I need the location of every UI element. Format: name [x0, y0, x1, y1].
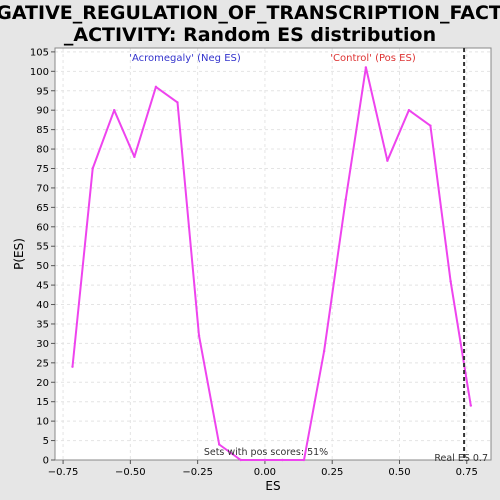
data-point — [91, 167, 94, 170]
y-axis-label: P(ES) — [12, 238, 26, 270]
data-point — [429, 124, 432, 127]
y-tick-label: 35 — [36, 319, 49, 330]
y-tick-label: 65 — [36, 203, 49, 214]
data-point — [469, 404, 473, 407]
x-tick-label: 0.75 — [456, 467, 478, 478]
y-tick-label: 15 — [36, 397, 49, 408]
y-tick-label: 60 — [36, 222, 49, 233]
y-tick-label: 5 — [43, 436, 49, 447]
chart-title-line-2: _ACTIVITY: Random ES distribution — [64, 24, 436, 46]
neg-es-label: 'Acromegaly' (Neg ES) — [129, 53, 241, 64]
pos-scores-footnote: Sets with pos scores: 51% — [204, 447, 328, 458]
data-point — [281, 458, 284, 462]
data-point — [322, 349, 326, 353]
real-es-label: Real ES 0.7 — [434, 453, 488, 464]
x-tick-label: 0.50 — [388, 467, 410, 478]
data-point — [154, 85, 158, 89]
y-tick-label: 80 — [36, 145, 49, 156]
data-point — [302, 458, 306, 462]
data-point — [71, 365, 74, 368]
y-tick-label: 25 — [36, 358, 49, 369]
y-tick-label: 105 — [30, 47, 49, 58]
axes: 0 5 10 15 20 25 30 35 40 45 50 55 60 65 70 75 80 85 90 95 10… — [30, 47, 492, 478]
y-tick-label: 30 — [36, 339, 49, 350]
y-tick-label: 10 — [36, 417, 49, 428]
data-point — [407, 108, 411, 112]
y-tick-label: 0 — [43, 456, 49, 467]
y-tick-label: 50 — [36, 261, 49, 272]
pos-es-label: 'Control' (Pos ES) — [330, 53, 416, 64]
x-tick-label: 0.00 — [254, 467, 276, 478]
y-tick-label: 20 — [36, 378, 49, 389]
data-point — [239, 458, 242, 462]
x-tick-label: −0.25 — [182, 467, 213, 478]
y-tick-label: 100 — [30, 67, 49, 78]
data-point — [176, 101, 179, 104]
data-point — [449, 280, 452, 283]
data-point — [263, 458, 267, 462]
data-point — [344, 198, 347, 201]
data-point — [113, 108, 116, 112]
es-distribution-line — [71, 66, 472, 461]
x-tick-label: −0.50 — [115, 467, 146, 478]
data-point — [133, 155, 136, 159]
y-tick-label: 55 — [36, 242, 49, 253]
x-tick-label: 0.25 — [321, 467, 343, 478]
data-point — [217, 443, 221, 446]
y-tick-label: 95 — [36, 86, 49, 97]
series-layer — [71, 48, 473, 462]
y-tick-label: 90 — [36, 106, 49, 117]
y-tick-label: 70 — [36, 183, 49, 194]
y-tick-label: 45 — [36, 281, 49, 292]
data-point — [364, 66, 368, 69]
chart-title-line-1: NEGATIVE_REGULATION_OF_TRANSCRIPTION_FAC… — [0, 2, 500, 24]
y-tick-label: 85 — [36, 125, 49, 136]
grid — [55, 48, 491, 461]
y-tick-label: 75 — [36, 164, 49, 175]
y-tick-label: 40 — [36, 300, 49, 311]
x-tick-label: −0.75 — [48, 467, 79, 478]
data-point — [197, 334, 201, 337]
data-point — [386, 159, 389, 162]
x-axis-label: ES — [265, 479, 280, 493]
